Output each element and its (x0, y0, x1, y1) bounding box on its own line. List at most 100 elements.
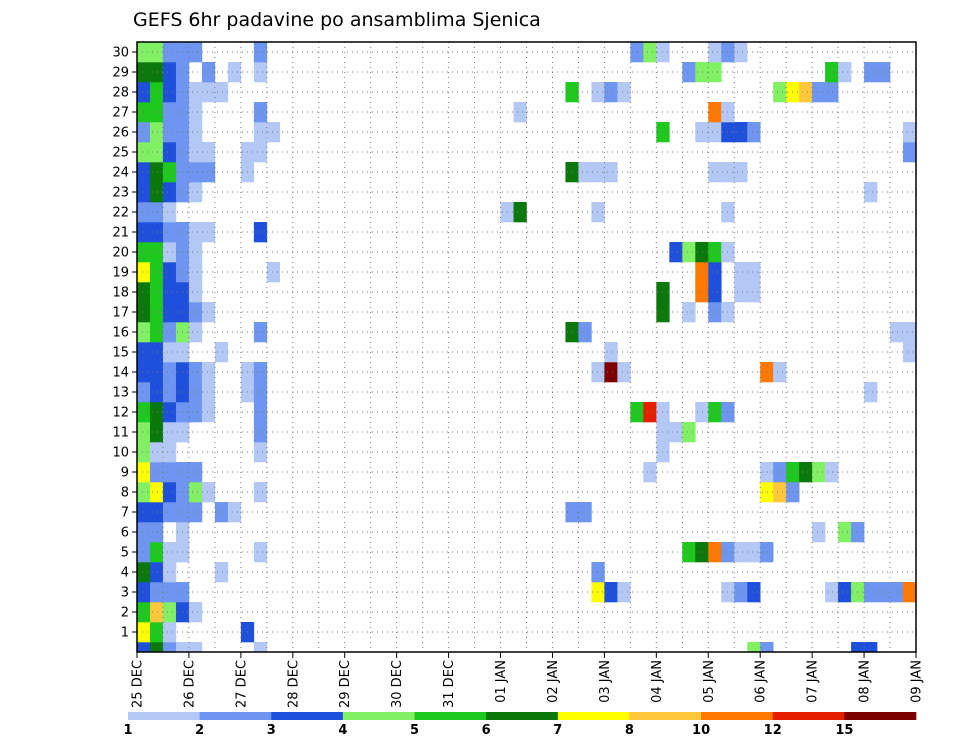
colorbar-segment (486, 712, 559, 720)
heatmap-cell (617, 82, 631, 103)
heatmap-cell (137, 162, 151, 183)
y-tick-label: 16 (112, 326, 129, 341)
heatmap-cell (149, 342, 164, 363)
heatmap-cell (695, 262, 709, 283)
heatmap-cell (695, 242, 709, 263)
heatmap-cell (162, 382, 177, 403)
heatmap-cell (747, 582, 761, 603)
heatmap-cell (825, 62, 839, 83)
heatmap-cell (838, 582, 852, 603)
colorbar-segment (199, 712, 272, 720)
heatmap-cell (149, 602, 164, 623)
heatmap-cell (149, 62, 164, 83)
heatmap-cell (137, 242, 151, 263)
heatmap-cell (149, 222, 164, 243)
heatmap-cell (903, 122, 917, 143)
heatmap-cell (604, 82, 618, 103)
heatmap-cell (149, 162, 164, 183)
x-tick-label: 30 DEC (390, 660, 405, 708)
heatmap-cell (137, 122, 151, 143)
x-tick-label: 06 JAN (754, 660, 769, 703)
y-tick-label: 13 (112, 386, 129, 401)
y-tick-label: 10 (112, 446, 129, 461)
heatmap-cell (149, 322, 164, 343)
heatmap-cell (734, 42, 748, 63)
heatmap-cell (214, 342, 229, 363)
heatmap-cell (201, 162, 216, 183)
heatmap-cell (227, 62, 242, 83)
heatmap-cell (604, 362, 618, 383)
y-tick-label: 1 (121, 626, 129, 641)
dotted-grid (137, 42, 916, 652)
heatmap-cell (903, 342, 917, 363)
heatmap-cell (149, 642, 164, 653)
heatmap-cell (137, 102, 151, 123)
heatmap-cell (162, 142, 177, 163)
y-tick-label: 8 (121, 486, 129, 501)
heatmap-cell (747, 122, 761, 143)
heatmap-cell (162, 502, 177, 523)
heatmap-cell (162, 602, 177, 623)
heatmap-cell (137, 222, 151, 243)
x-tick-label: 28 DEC (286, 660, 301, 708)
heatmap-cell (266, 122, 281, 143)
heatmap-cell (162, 222, 177, 243)
y-tick-label: 3 (121, 586, 129, 601)
heatmap-cell (188, 162, 203, 183)
heatmap-cell (253, 442, 268, 463)
heatmap-cell (773, 362, 787, 383)
heatmap-cell (227, 502, 242, 523)
heatmap-cell (162, 642, 177, 653)
heatmap-cell (188, 42, 203, 63)
heatmap-cell (253, 222, 268, 243)
y-tick-label: 11 (112, 426, 129, 441)
y-tick-label: 7 (121, 506, 129, 521)
plot-frame (136, 41, 917, 653)
heatmap-cell (513, 202, 527, 223)
heatmap-cell (188, 122, 203, 143)
heatmap-cell (734, 122, 748, 143)
heatmap-cell (591, 162, 605, 183)
heatmap-cell (773, 482, 787, 503)
heatmap-cell (162, 542, 177, 563)
heatmap-cell (695, 542, 709, 563)
heatmap-cell (137, 182, 151, 203)
heatmap-cell (201, 82, 216, 103)
heatmap-cell (253, 362, 268, 383)
heatmap-cell (149, 422, 164, 443)
heatmap-cell (760, 542, 774, 563)
heatmap-cell (149, 522, 164, 543)
heatmap-cell (188, 102, 203, 123)
heatmap-cell (149, 102, 164, 123)
heatmap-cell (734, 162, 748, 183)
heatmap-cell (162, 462, 177, 483)
y-tick-label: 18 (112, 286, 129, 301)
x-tick-label: 03 JAN (598, 660, 613, 703)
heatmap-cell (162, 122, 177, 143)
heatmap-cell (137, 262, 151, 283)
colorbar-label: 8 (625, 723, 634, 738)
heatmap-cell (201, 482, 216, 503)
heatmap-cell (137, 442, 151, 463)
y-tick-label: 17 (112, 306, 129, 321)
heatmap-cell (708, 42, 722, 63)
heatmap-cell (137, 402, 151, 423)
heatmap-cell (253, 402, 268, 423)
heatmap-cell (643, 402, 657, 423)
colorbar-label: 10 (692, 723, 710, 738)
heatmap-cell (137, 362, 151, 383)
colorbar-label: 15 (835, 723, 853, 738)
heatmap-cell (137, 42, 151, 63)
heatmap-cell (137, 322, 151, 343)
heatmap-cell (137, 382, 151, 403)
heatmap-cell (734, 262, 748, 283)
heatmap-cell (137, 202, 151, 223)
heatmap-cell (201, 362, 216, 383)
y-tick-label: 23 (112, 186, 129, 201)
heatmap-cell (682, 422, 696, 443)
y-tick-label: 24 (112, 166, 129, 181)
colorbar-label: 2 (195, 723, 204, 738)
heatmap-cell (604, 162, 618, 183)
heatmap-cell (162, 202, 177, 223)
